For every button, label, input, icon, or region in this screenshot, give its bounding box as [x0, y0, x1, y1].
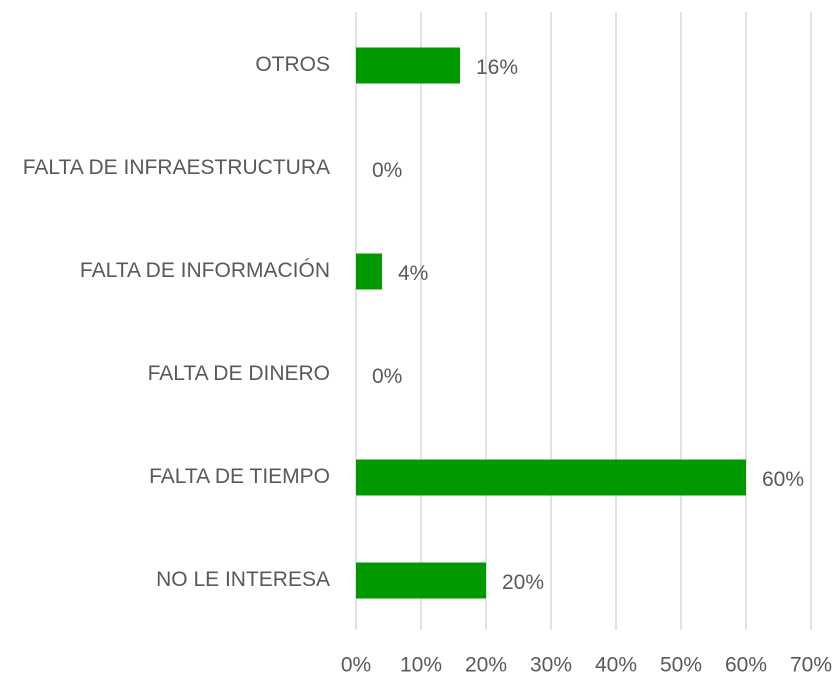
data-label: 60%	[762, 468, 804, 491]
data-label: 4%	[398, 262, 428, 285]
x-tick-label: 20%	[465, 654, 507, 677]
data-label: 0%	[372, 159, 402, 182]
x-tick-label: 10%	[400, 654, 442, 677]
y-tick-label: FALTA DE INFRAESTRUCTURA	[23, 156, 330, 179]
bar	[356, 562, 486, 599]
x-tick-label: 50%	[660, 654, 702, 677]
x-tick-label: 30%	[530, 654, 572, 677]
x-tick-label: 70%	[790, 654, 832, 677]
bar	[356, 47, 460, 84]
x-tick-label: 40%	[595, 654, 637, 677]
y-tick-label: FALTA DE INFORMACIÓN	[80, 259, 330, 282]
y-tick-label: FALTA DE DINERO	[148, 362, 330, 385]
y-tick-label: FALTA DE TIEMPO	[149, 465, 330, 488]
y-tick-label: NO LE INTERESA	[156, 568, 330, 591]
y-tick-label: OTROS	[255, 53, 330, 76]
data-label: 20%	[502, 571, 544, 594]
bar	[356, 253, 382, 290]
bar	[356, 459, 746, 496]
x-tick-label: 0%	[341, 654, 371, 677]
x-tick-label: 60%	[725, 654, 767, 677]
data-label: 0%	[372, 365, 402, 388]
data-label: 16%	[476, 56, 518, 79]
